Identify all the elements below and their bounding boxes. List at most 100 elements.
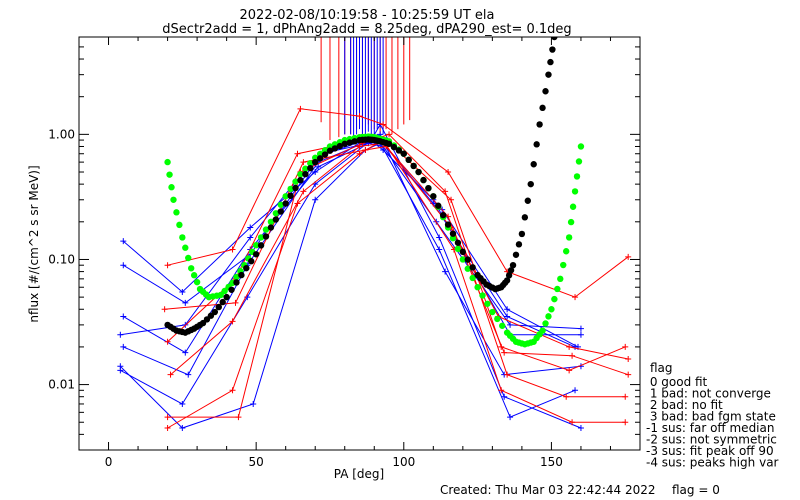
data-point bbox=[625, 253, 632, 260]
fit-dot bbox=[277, 201, 284, 208]
fit-dot bbox=[316, 155, 324, 162]
created-timestamp: Created: Thu Mar 03 22:42:44 2022 bbox=[440, 483, 656, 497]
fit-dot bbox=[166, 171, 173, 178]
x-tick-label: 150 bbox=[540, 455, 563, 469]
data-point bbox=[622, 419, 629, 426]
flag-status: flag = 0 bbox=[672, 483, 720, 497]
data-point bbox=[569, 419, 576, 426]
fit-dot bbox=[567, 218, 575, 226]
data-point bbox=[356, 113, 363, 120]
fit-dot bbox=[557, 275, 564, 283]
fit-dot bbox=[228, 286, 235, 293]
data-point bbox=[117, 331, 124, 338]
legend-item: 2 bad: no fit bbox=[646, 398, 723, 412]
data-point bbox=[442, 268, 449, 275]
data-point bbox=[164, 424, 171, 431]
legend-item: -1 sus: far off median bbox=[646, 421, 774, 435]
fit-dot bbox=[430, 193, 437, 200]
fit-dot bbox=[435, 202, 442, 209]
fit-dot bbox=[551, 37, 558, 41]
chart-title-line2: dSectr2add = 1, dPhAng2add = 8.25deg, dP… bbox=[162, 22, 571, 37]
y-tick-label: 0.10 bbox=[48, 252, 75, 266]
data-point bbox=[164, 414, 171, 421]
fit-dot bbox=[312, 158, 319, 166]
y-tick-label: 0.01 bbox=[48, 378, 75, 392]
data-point bbox=[161, 306, 168, 313]
fit-dot bbox=[302, 165, 309, 172]
fit-dot bbox=[326, 147, 334, 154]
fit-dot bbox=[307, 164, 314, 172]
fit-dot bbox=[489, 308, 496, 316]
fit-dot bbox=[521, 214, 529, 221]
fit-dot bbox=[549, 46, 556, 53]
fit-dot bbox=[575, 158, 583, 165]
data-point bbox=[300, 159, 307, 166]
fit-dot bbox=[518, 230, 526, 238]
fit-dot bbox=[454, 239, 462, 246]
data-point bbox=[380, 121, 387, 128]
fit-dot bbox=[507, 267, 515, 274]
data-point bbox=[185, 371, 192, 378]
legend-item: 1 bad: not converge bbox=[646, 387, 771, 401]
fit-dot bbox=[221, 287, 228, 295]
fit-dot bbox=[573, 173, 581, 180]
fit-dot bbox=[542, 320, 549, 327]
fit-dot bbox=[252, 242, 260, 249]
fit-dot bbox=[243, 264, 250, 272]
fit-dot bbox=[223, 293, 230, 301]
fit-dot bbox=[484, 300, 491, 307]
fit-dot bbox=[464, 256, 471, 263]
fit-dot bbox=[331, 145, 339, 152]
data-point bbox=[182, 349, 189, 356]
fit-dot bbox=[539, 327, 546, 334]
x-axis-label: PA [deg] bbox=[334, 467, 384, 481]
fit-dot bbox=[494, 315, 501, 323]
fit-dot bbox=[420, 176, 427, 184]
data-point bbox=[501, 393, 508, 400]
fit-dot bbox=[459, 256, 467, 263]
fit-dot bbox=[551, 295, 558, 303]
series-line-blue bbox=[120, 138, 581, 336]
fit-dot bbox=[292, 178, 299, 185]
fit-dot bbox=[287, 192, 294, 199]
data-point bbox=[445, 169, 452, 176]
fit-dot bbox=[444, 221, 452, 228]
fit-dot bbox=[449, 234, 457, 242]
fit-dot bbox=[211, 308, 219, 316]
legend-item: 0 good fit bbox=[646, 375, 708, 389]
data-point bbox=[247, 234, 254, 241]
data-point bbox=[120, 238, 127, 245]
fit-dot bbox=[257, 234, 265, 241]
fit-dot bbox=[282, 200, 289, 207]
data-point bbox=[232, 299, 239, 306]
data-point bbox=[229, 387, 236, 394]
fit-dot bbox=[346, 139, 353, 146]
fit-dot bbox=[262, 233, 270, 240]
fit-dot bbox=[503, 277, 511, 284]
fit-dot bbox=[390, 143, 398, 151]
data-point bbox=[625, 356, 632, 363]
legend-item: -4 sus: peaks high var bbox=[646, 456, 779, 470]
fit-dot bbox=[454, 245, 462, 253]
fit-dot bbox=[185, 254, 192, 262]
data-point bbox=[167, 371, 174, 378]
series-line-red bbox=[167, 108, 629, 298]
chart-title-line1: 2022-02-08/10:19:58 - 10:25:59 UT ela bbox=[240, 8, 495, 23]
data-point bbox=[312, 196, 319, 203]
fit-dot bbox=[190, 272, 198, 279]
fit-dot bbox=[341, 140, 348, 148]
data-point bbox=[507, 414, 514, 421]
fit-dot bbox=[505, 272, 513, 279]
axes: 0 50 100 150 0.01 0.10 1.00 bbox=[48, 36, 640, 469]
fit-dot bbox=[464, 265, 471, 272]
fit-dot bbox=[336, 142, 344, 150]
fit-dot bbox=[533, 141, 540, 148]
fit-dot bbox=[395, 147, 403, 154]
fit-dot bbox=[351, 138, 358, 145]
fit-dot bbox=[405, 156, 412, 164]
fit-dot bbox=[542, 88, 549, 95]
legend-title: flag bbox=[650, 361, 673, 375]
x-tick-label: 100 bbox=[392, 455, 415, 469]
data-point bbox=[247, 224, 254, 231]
